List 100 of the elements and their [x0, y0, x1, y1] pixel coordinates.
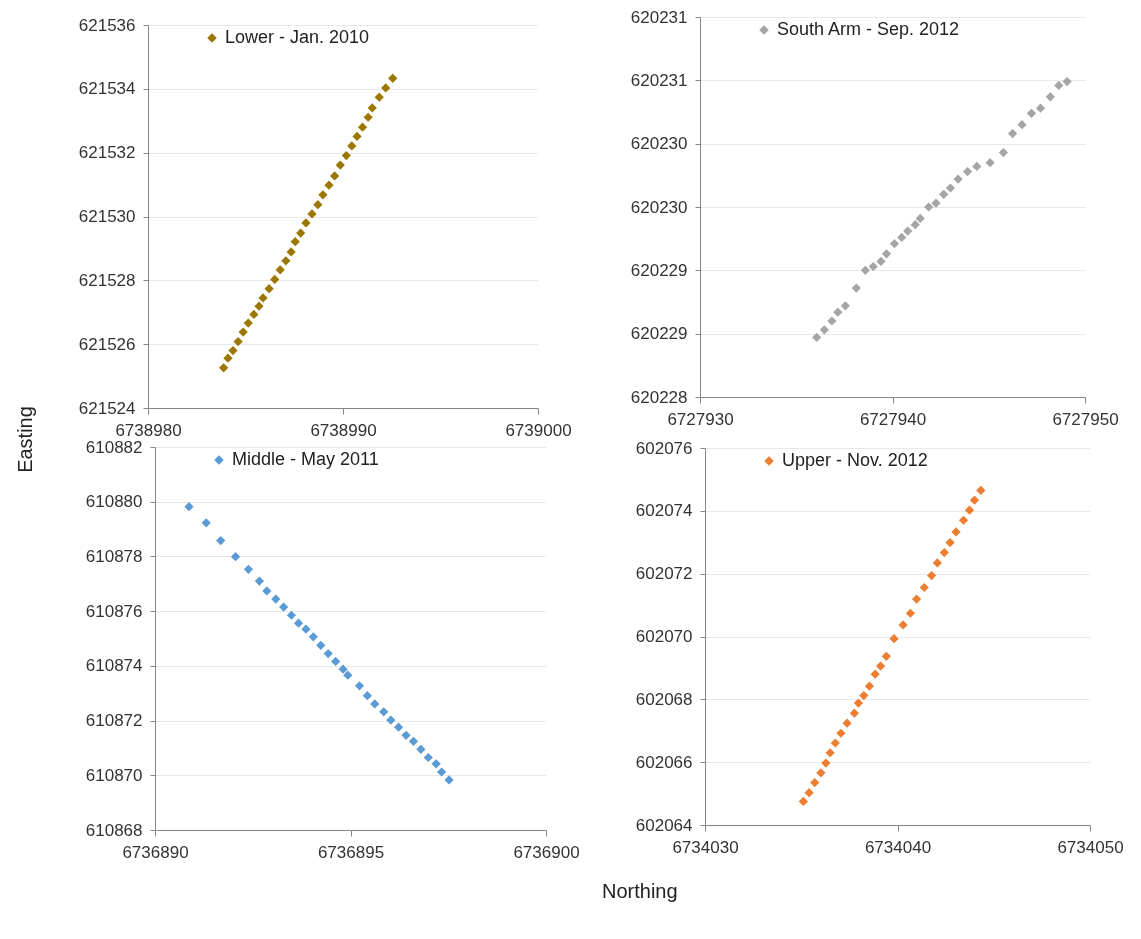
y-tick-label: 602066	[635, 752, 693, 772]
point	[816, 768, 826, 778]
point	[301, 624, 311, 634]
point	[331, 656, 341, 667]
point	[401, 730, 411, 740]
point	[969, 495, 980, 505]
point	[233, 337, 243, 347]
point	[876, 256, 886, 267]
point	[903, 226, 913, 236]
point	[313, 200, 323, 210]
point	[408, 736, 419, 746]
point	[374, 92, 384, 102]
point	[352, 131, 362, 141]
point	[919, 582, 929, 593]
x-axis-title: Northing	[602, 880, 678, 903]
point	[338, 664, 348, 674]
x-tick-label: 6727950	[1052, 409, 1119, 429]
point	[286, 610, 297, 620]
y-tick-label: 610882	[85, 437, 143, 457]
point	[301, 218, 311, 228]
y-tick-label: 620228	[630, 387, 688, 407]
y-tick-label: 620230	[630, 197, 688, 217]
point	[836, 728, 846, 738]
point	[323, 648, 333, 659]
point	[1045, 92, 1055, 102]
point	[830, 738, 840, 748]
point	[958, 515, 969, 525]
point	[810, 777, 820, 788]
point	[330, 171, 340, 181]
x-tick-label: 6734030	[672, 837, 739, 857]
point	[926, 570, 937, 581]
y-tick-label: 602064	[635, 815, 693, 835]
point	[945, 183, 956, 193]
point	[932, 558, 942, 568]
point	[945, 537, 955, 548]
y-tick-label: 610878	[85, 546, 143, 566]
point	[416, 744, 426, 754]
point	[860, 265, 870, 275]
point	[357, 122, 368, 132]
point	[230, 552, 241, 562]
point	[367, 103, 377, 113]
point	[1017, 120, 1027, 130]
point	[1026, 108, 1037, 118]
point	[347, 141, 357, 151]
point	[393, 722, 404, 732]
point	[281, 256, 291, 266]
point	[184, 502, 194, 512]
point	[343, 670, 353, 680]
legend-label: Middle - May 2011	[232, 449, 379, 469]
point	[804, 788, 814, 798]
point	[962, 166, 973, 177]
point	[379, 707, 389, 717]
point	[254, 576, 265, 586]
y-tick-label: 610880	[85, 492, 143, 512]
point	[201, 518, 211, 528]
point	[1062, 76, 1072, 87]
y-tick-label: 620230	[630, 134, 688, 154]
point	[243, 564, 254, 574]
point	[228, 345, 238, 356]
point	[223, 353, 233, 363]
point	[868, 261, 878, 272]
point	[341, 150, 351, 161]
point	[910, 220, 920, 230]
point	[798, 796, 808, 807]
y-tick-label: 621530	[78, 207, 136, 226]
x-tick-label: 6736890	[122, 842, 189, 862]
point	[308, 632, 318, 642]
y-tick-label: 620231	[630, 7, 688, 27]
point	[258, 293, 268, 303]
y-axis-title: Easting	[13, 406, 37, 473]
x-tick-label: 6734040	[864, 837, 932, 857]
x-tick-label: 6727930	[667, 409, 734, 429]
point	[825, 748, 835, 758]
point	[915, 213, 925, 224]
point	[386, 715, 396, 725]
point	[324, 180, 334, 190]
point	[431, 759, 441, 769]
point	[316, 640, 326, 650]
y-tick-label: 620231	[630, 70, 688, 90]
point	[335, 160, 345, 170]
point	[821, 758, 831, 768]
point	[388, 73, 398, 83]
y-tick-label: 602068	[635, 689, 693, 709]
point	[849, 708, 859, 718]
point	[354, 681, 365, 691]
y-tick-label: 610872	[85, 711, 143, 731]
point	[243, 318, 253, 328]
point	[985, 158, 995, 168]
legend-label: South Arm - Sep. 2012	[777, 19, 960, 39]
point	[875, 661, 886, 671]
y-tick-label: 621524	[78, 398, 136, 418]
point	[964, 505, 975, 515]
point	[827, 316, 837, 326]
legend-label: Upper - Nov. 2012	[782, 450, 928, 470]
point	[853, 698, 864, 708]
point	[249, 309, 259, 320]
point	[870, 669, 880, 679]
y-tick-label: 602074	[635, 501, 693, 521]
x-tick-label: 6738990	[310, 420, 377, 440]
point	[840, 301, 850, 311]
